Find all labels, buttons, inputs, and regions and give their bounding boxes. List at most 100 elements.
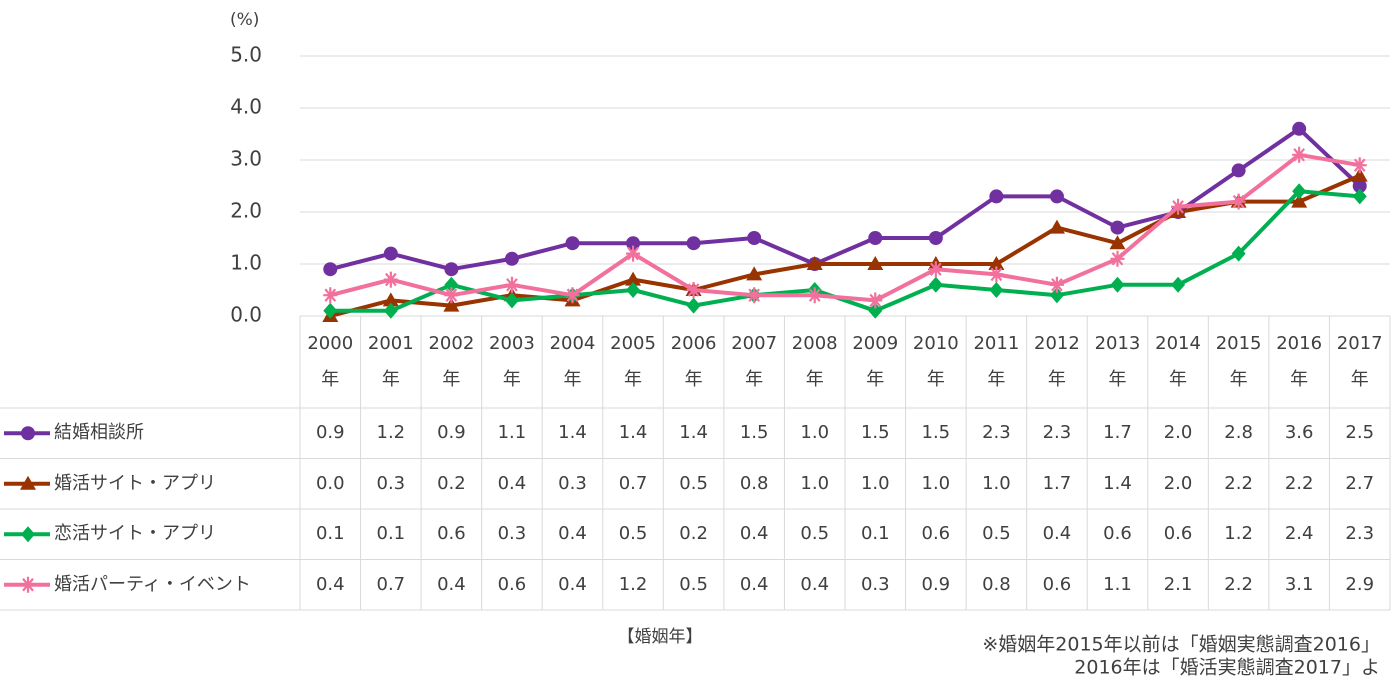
marker (928, 231, 943, 245)
marker (1292, 183, 1307, 200)
table-value: 0.5 (679, 573, 708, 595)
x-tick-label: 2004年 (549, 333, 596, 390)
table-value: 0.3 (860, 573, 890, 595)
marker (928, 276, 943, 293)
marker (444, 287, 459, 304)
table-value: 0.5 (679, 472, 708, 494)
x-tick-label: 2009年 (852, 333, 899, 390)
table-value: 2.2 (1284, 472, 1314, 494)
marker (1352, 188, 1367, 205)
marker (867, 256, 884, 270)
marker (989, 282, 1004, 298)
marker (989, 189, 1004, 204)
marker (1110, 276, 1125, 293)
x-tick-label: 2017年 (1336, 333, 1383, 390)
x-tick-label: 2011年 (973, 333, 1020, 390)
table-value: 1.5 (860, 422, 890, 444)
marker (383, 302, 398, 319)
x-tick-label: 2010年 (912, 333, 959, 390)
table-value: 0.3 (376, 472, 406, 494)
marker (1171, 276, 1186, 293)
table-value: 1.0 (921, 472, 951, 494)
marker (21, 576, 35, 593)
table-value: 0.5 (982, 523, 1011, 545)
marker (989, 266, 1004, 283)
marker (686, 236, 701, 251)
y-tick-label: 1.0 (230, 251, 262, 275)
legend-label: 婚活サイト・アプリ (54, 472, 216, 494)
table-value: 2.8 (1224, 422, 1253, 444)
table-value: 0.4 (739, 573, 769, 595)
table-value: 0.6 (921, 523, 951, 545)
marker (383, 271, 398, 288)
marker (21, 526, 35, 543)
table-value: 0.1 (860, 523, 890, 545)
marker (383, 246, 398, 261)
table-value: 1.2 (376, 422, 406, 444)
table-value: 2.3 (1042, 422, 1072, 444)
series-line (330, 189, 1360, 313)
table-value: 1.2 (618, 573, 648, 595)
table-value: 0.6 (437, 523, 466, 545)
y-tick-label: 2.0 (230, 199, 262, 223)
table-value: 0.3 (497, 523, 527, 545)
table-value: 1.4 (1103, 472, 1132, 494)
marker (323, 302, 338, 319)
x-tick-label: 2007年 (731, 333, 778, 390)
table-value: 0.7 (618, 472, 648, 494)
y-tick-label: 0.0 (230, 303, 262, 327)
marker (868, 231, 883, 245)
note: 2016年は「婚活実態調査2017」よ (1074, 657, 1380, 677)
marker (1351, 167, 1368, 182)
marker (444, 276, 459, 293)
marker (686, 282, 701, 298)
marker (806, 256, 823, 270)
marker (1048, 219, 1065, 234)
table-value: 1.0 (800, 472, 830, 494)
table-value: 0.9 (921, 573, 951, 595)
table-value: 0.6 (1163, 523, 1193, 545)
table-value: 0.4 (497, 472, 527, 494)
marker (1049, 287, 1064, 304)
marker (443, 297, 460, 312)
marker (1049, 189, 1064, 204)
marker (1049, 276, 1064, 293)
x-tick-label: 2013年 (1094, 333, 1141, 390)
table-value: 1.5 (739, 422, 769, 444)
marker (686, 297, 701, 314)
marker (747, 287, 762, 304)
marker (382, 292, 399, 307)
marker (1110, 220, 1125, 235)
table-value: 0.4 (1042, 523, 1072, 545)
table-value: 0.6 (1042, 573, 1072, 595)
x-tick-label: 2003年 (489, 333, 535, 390)
x-tick-label: 2006年 (670, 333, 717, 390)
table-value: 1.1 (497, 422, 527, 444)
legend-label: 恋活サイト・アプリ (54, 523, 216, 545)
table-value: 1.4 (618, 422, 648, 444)
table-value: 1.7 (1042, 472, 1072, 494)
marker (1292, 121, 1307, 136)
marker (868, 292, 883, 309)
table-value: 0.2 (679, 523, 708, 545)
marker (565, 287, 580, 304)
marker (323, 262, 338, 277)
table-value: 2.2 (1224, 472, 1253, 494)
table-value: 0.6 (1103, 523, 1132, 545)
x-tick-label: 2001年 (367, 333, 414, 390)
table-value: 0.7 (376, 573, 406, 595)
table-value: 0.4 (558, 573, 587, 595)
y-tick-label: 5.0 (230, 43, 262, 67)
marker (504, 292, 519, 309)
marker (1291, 193, 1308, 208)
note: ※婚姻年2015年以前は「婚姻実態調査2016」 (982, 634, 1380, 656)
marker (928, 261, 943, 278)
table-value: 0.5 (618, 523, 648, 545)
marker (504, 276, 519, 293)
marker (1352, 179, 1367, 193)
table-value: 1.7 (1103, 422, 1132, 444)
x-axis-label: 【婚姻年】 (618, 627, 703, 647)
marker (746, 266, 763, 281)
table-value: 3.1 (1284, 573, 1314, 595)
table-value: 2.9 (1345, 573, 1375, 595)
